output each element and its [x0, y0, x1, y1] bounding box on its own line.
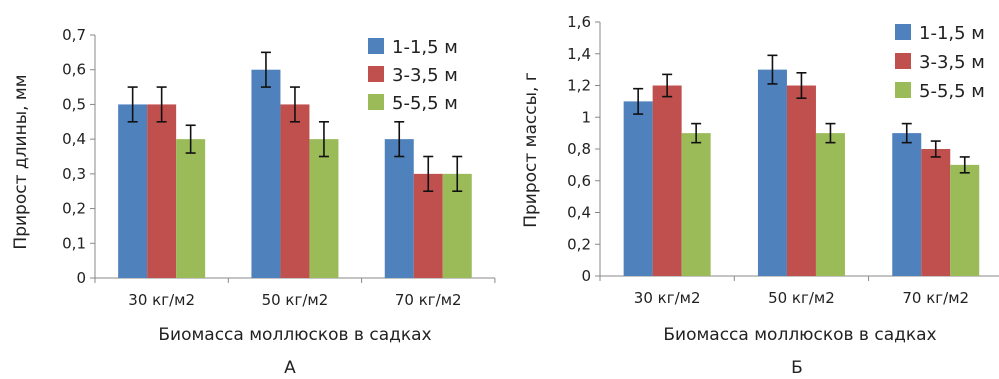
bar [921, 149, 950, 276]
chart-panel-b: 0 0,2 0,4 0,6 0,8 1 1,2 1,4 1,6 30 кг/м2 50 кг/м2… [521, 13, 999, 378]
bar [682, 133, 711, 276]
legend-swatch [895, 82, 911, 98]
y-tick-label: 0,6 [62, 61, 86, 79]
legend-label: 3-3,5 м [919, 52, 985, 73]
bar [251, 70, 280, 278]
y-axis-a: 0 0,1 0,2 0,3 0,4 0,5 0,6 0,7 [62, 26, 95, 287]
legend-label: 5-5,5 м [919, 81, 985, 102]
y-tick-label: 0,3 [62, 165, 86, 183]
y-tick-label: 0,1 [62, 234, 86, 252]
y-tick-label: 0,4 [567, 204, 591, 222]
y-tick-label: 0,2 [62, 200, 86, 218]
legend-swatch [895, 53, 911, 69]
legend-swatch [368, 66, 384, 82]
y-tick-label: 0 [581, 267, 591, 285]
bar [280, 104, 309, 278]
x-axis-label-b: Биомасса моллюсков в садках [663, 325, 936, 345]
bar [118, 104, 147, 278]
x-tick-label: 50 кг/м2 [768, 289, 835, 307]
x-axis-b: 30 кг/м2 50 кг/м2 70 кг/м2 [600, 276, 999, 307]
y-tick-label: 0,7 [62, 26, 86, 44]
x-tick-label: 70 кг/м2 [395, 291, 462, 309]
y-tick-label: 1 [581, 108, 591, 126]
bar [385, 139, 414, 278]
y-axis-b: 0 0,2 0,4 0,6 0,8 1 1,2 1,4 1,6 [567, 13, 600, 285]
y-tick-label: 0,5 [62, 95, 86, 113]
legend-a: 1-1,5 м 3-3,5 м 5-5,5 м [368, 37, 458, 114]
y-tick-label: 1,6 [567, 13, 591, 31]
y-tick-label: 0,6 [567, 172, 591, 190]
bar [816, 133, 845, 276]
chart-panel-a: 0 0,1 0,2 0,3 0,4 0,5 0,6 0,7 30 кг/м2 50 кг/м2 7… [11, 26, 495, 378]
legend-label: 1-1,5 м [392, 37, 458, 58]
bar [758, 70, 787, 276]
bars-a [118, 52, 472, 278]
bar [309, 139, 338, 278]
legend-swatch [368, 38, 384, 54]
bar [950, 165, 979, 276]
legend-label: 1-1,5 м [919, 23, 985, 44]
x-tick-label: 70 кг/м2 [902, 289, 969, 307]
y-tick-label: 1,2 [567, 77, 591, 95]
legend-label: 3-3,5 м [392, 65, 458, 86]
x-tick-label: 50 кг/м2 [262, 291, 329, 309]
bar [624, 101, 653, 276]
legend-b: 1-1,5 м 3-3,5 м 5-5,5 м [895, 23, 985, 102]
x-tick-label: 30 кг/м2 [634, 289, 701, 307]
x-tick-label: 30 кг/м2 [128, 291, 195, 309]
x-axis-label-a: Биомасса моллюсков в садках [158, 325, 431, 345]
x-axis-a: 30 кг/м2 50 кг/м2 70 кг/м2 [95, 278, 495, 309]
bar [892, 133, 921, 276]
y-axis-label-a: Прирост длины, мм [11, 74, 31, 249]
bar [653, 86, 682, 277]
legend-swatch [368, 94, 384, 110]
legend-label: 5-5,5 м [392, 93, 458, 114]
bar [787, 86, 816, 277]
legend-swatch [895, 24, 911, 40]
y-tick-label: 0,2 [567, 235, 591, 253]
y-axis-label-b: Прирост массы, г [521, 72, 541, 228]
bar [176, 139, 205, 278]
y-tick-label: 0,8 [567, 140, 591, 158]
bar [147, 104, 176, 278]
panel-label-a: А [284, 358, 296, 378]
panel-label-b: Б [791, 358, 803, 378]
y-tick-label: 0 [76, 269, 86, 287]
y-tick-label: 0,4 [62, 130, 86, 148]
y-tick-label: 1,4 [567, 45, 591, 63]
